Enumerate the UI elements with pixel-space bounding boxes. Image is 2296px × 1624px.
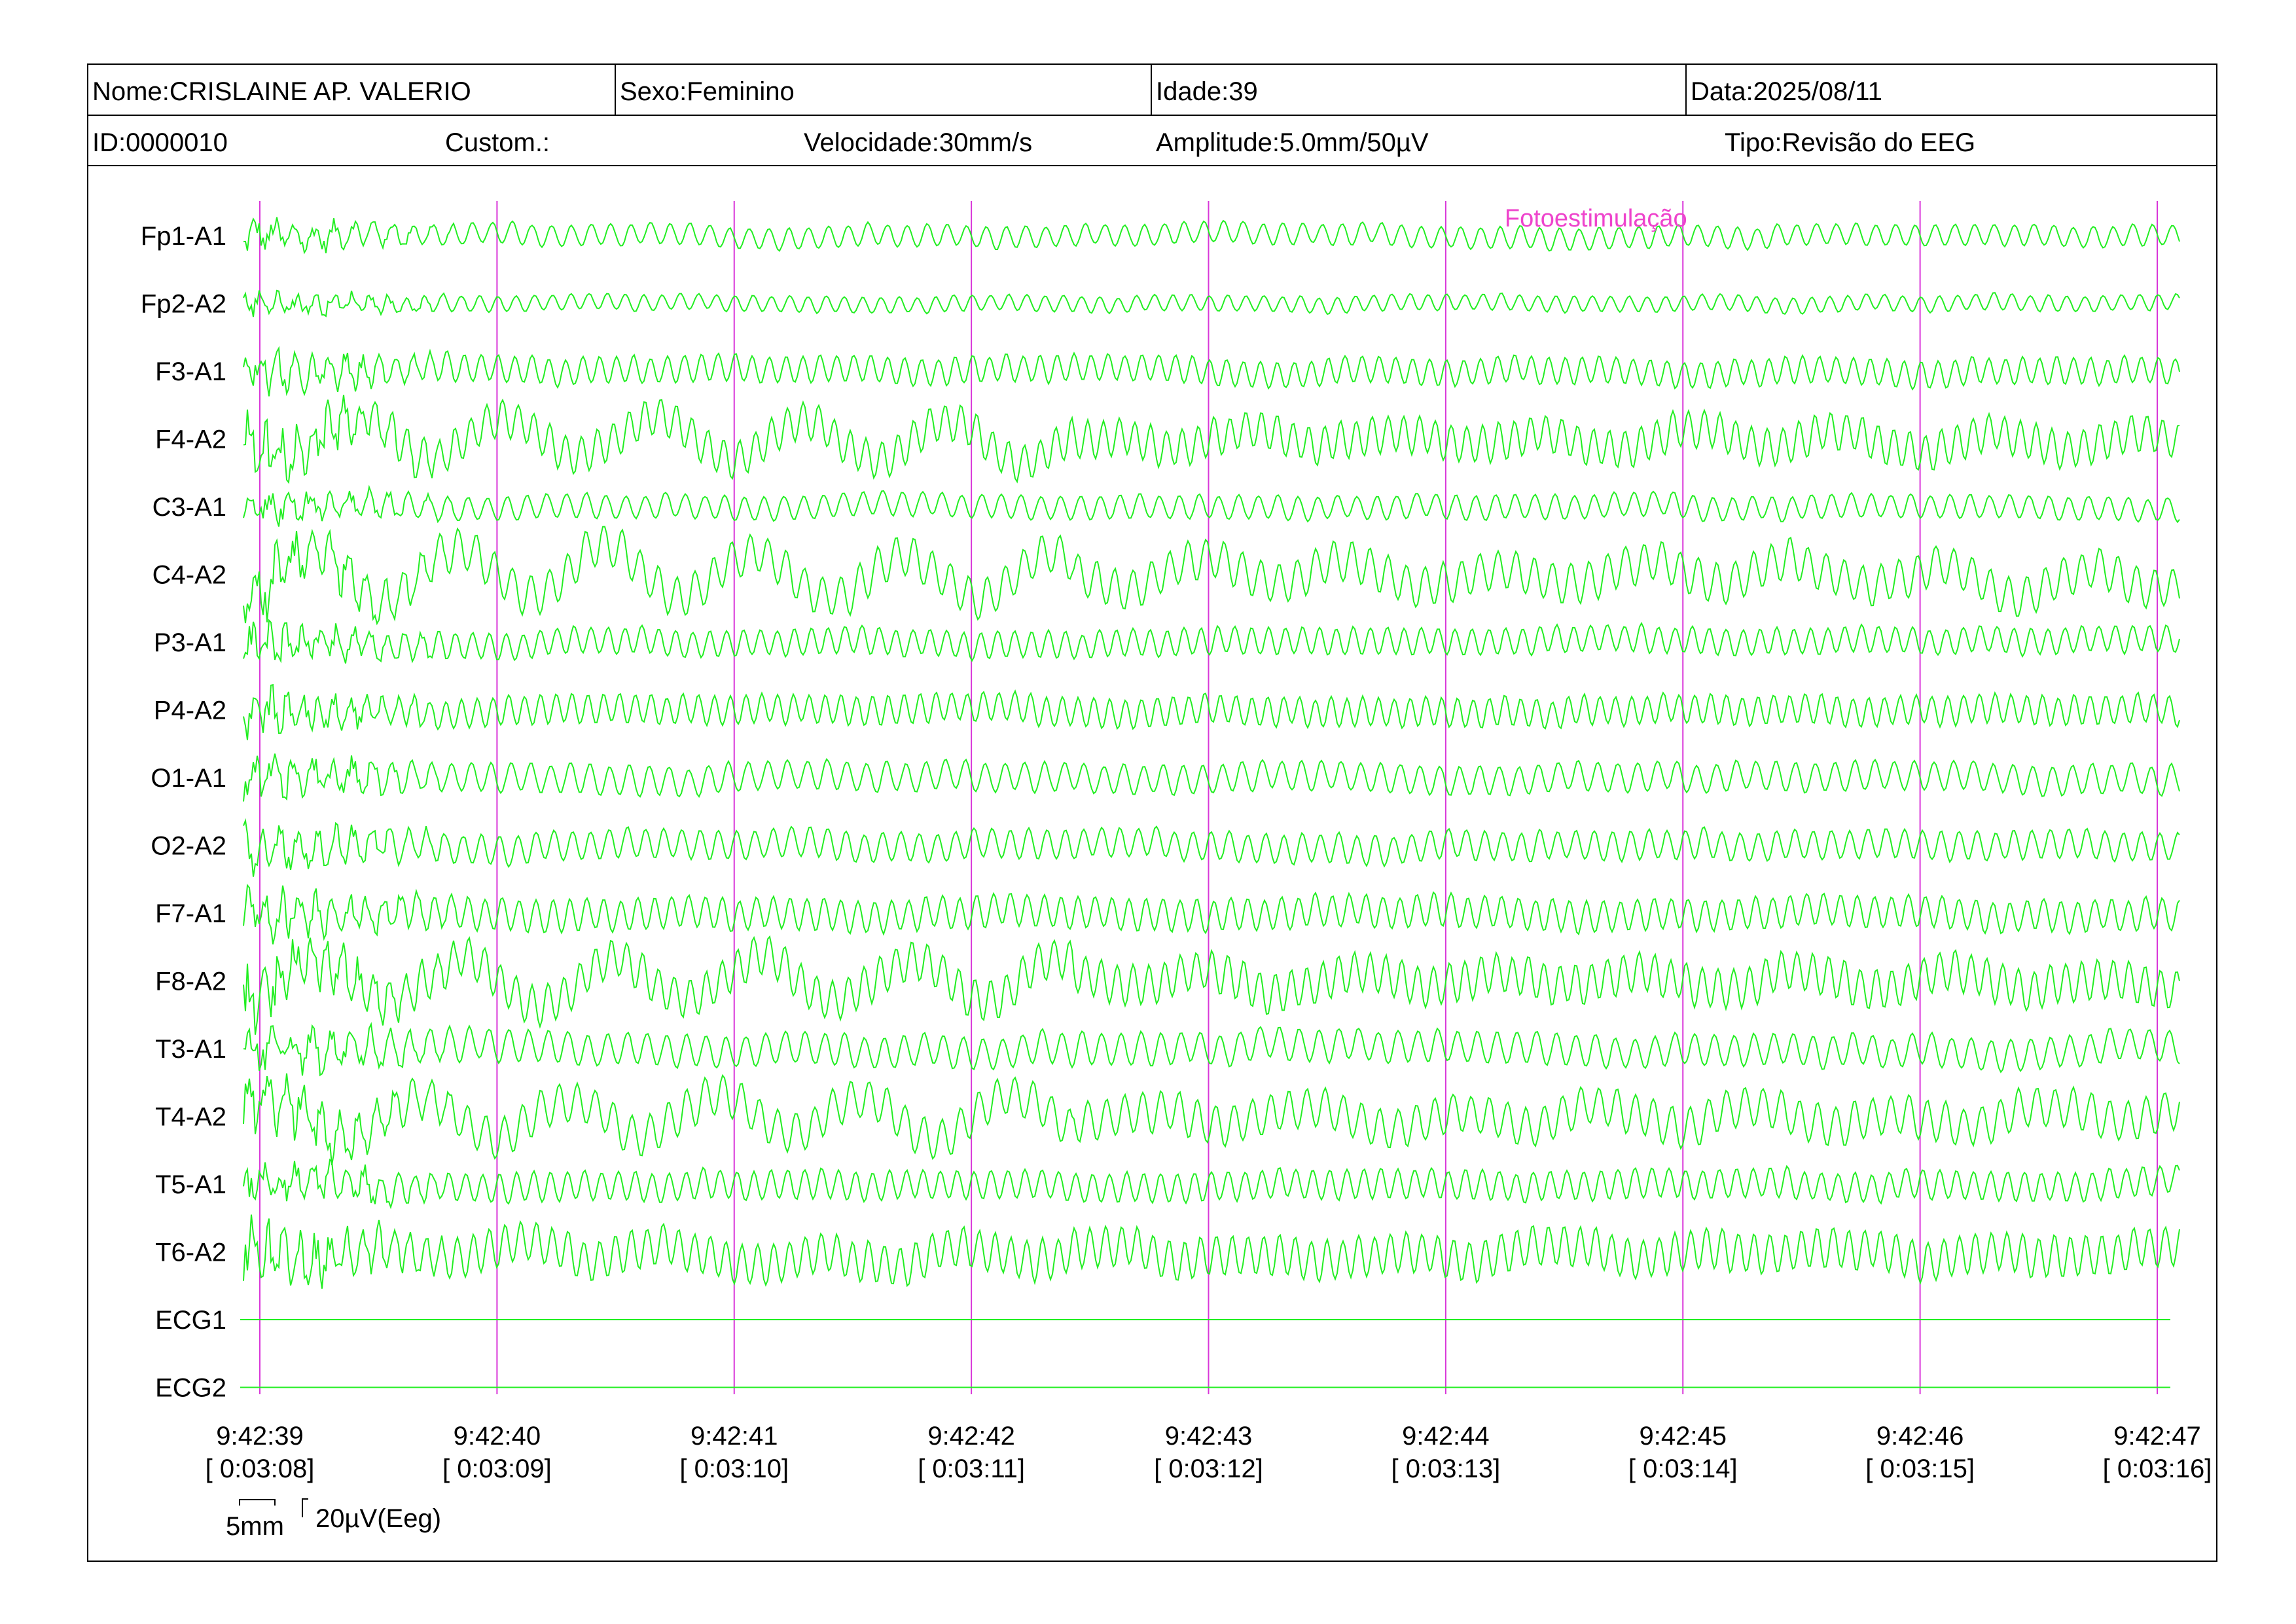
- second-markers: [259, 201, 2158, 1394]
- amplitude-setting: Amplitude:5.0mm/50µV: [1156, 128, 1429, 157]
- eeg-trace: [243, 683, 2180, 740]
- divider: [1151, 65, 1152, 115]
- channel-label: F8-A2: [155, 967, 226, 996]
- channel-label: O2-A2: [151, 832, 226, 861]
- time-tick-elapsed: [ 0:03:09]: [442, 1454, 552, 1483]
- channel-label: T4-A2: [155, 1103, 226, 1132]
- time-tick-clock: 9:42:42: [927, 1422, 1014, 1451]
- channel-label: F4-A2: [155, 425, 226, 454]
- eeg-trace: [243, 619, 2180, 664]
- eeg-trace: [243, 753, 2180, 802]
- channel-label: ECG2: [155, 1374, 226, 1403]
- exam-date: Data:2025/08/11: [1691, 77, 1882, 106]
- eeg-trace: [243, 1158, 2180, 1210]
- eeg-trace: [243, 289, 2180, 317]
- eeg-trace: [243, 818, 2180, 877]
- eeg-trace: [243, 526, 2180, 626]
- time-scale-bracket: [239, 1499, 276, 1506]
- review-type: Tipo:Revisão do EEG: [1725, 128, 1976, 157]
- patient-age: Idade:39: [1156, 77, 1258, 106]
- scale-bar: 5mm 20µV(Eeg): [226, 1498, 441, 1541]
- annotation-label: Fotoestimulação: [1505, 205, 1687, 232]
- time-tick-elapsed: [ 0:03:08]: [206, 1454, 315, 1483]
- speed-setting: Velocidade:30mm/s: [804, 128, 1033, 157]
- channel-label: C3-A1: [152, 493, 226, 522]
- channel-labels: Fp1-A1 Fp2-A2 F3-A1 F4-A2 C3-A1 C4-A2 P3-A1 P4-…: [141, 222, 226, 1403]
- channel-label: Fp1-A1: [141, 222, 226, 251]
- time-tick-clock: 9:42:43: [1165, 1422, 1252, 1451]
- time-tick-clock: 9:42:39: [216, 1422, 303, 1451]
- eeg-trace: [243, 217, 2180, 255]
- patient-sex: Sexo:Feminino: [620, 77, 795, 106]
- divider: [615, 65, 616, 115]
- channel-label: T6-A2: [155, 1238, 226, 1267]
- amp-scale-bracket: [302, 1498, 308, 1517]
- time-scale-label: 5mm: [226, 1512, 284, 1541]
- channel-label: ECG1: [155, 1306, 226, 1335]
- time-tick-elapsed: [ 0:03:13]: [1391, 1454, 1500, 1483]
- patient-name: Nome:CRISLAINE AP. VALERIO: [92, 77, 471, 106]
- time-tick-elapsed: [ 0:03:16]: [2103, 1454, 2212, 1483]
- channel-label: T5-A1: [155, 1170, 226, 1199]
- channel-label: P4-A2: [154, 696, 226, 725]
- eeg-trace: [243, 935, 2180, 1035]
- custom-field: Custom.:: [445, 128, 550, 157]
- time-tick-clock: 9:42:45: [1640, 1422, 1727, 1451]
- time-tick-clock: 9:42:46: [1876, 1422, 1964, 1451]
- eeg-trace: [243, 395, 2180, 484]
- channel-label: C4-A2: [152, 561, 226, 590]
- time-tick-elapsed: [ 0:03:14]: [1628, 1454, 1738, 1483]
- report-frame: Nome:CRISLAINE AP. VALERIO Sexo:Feminino…: [87, 63, 2217, 1562]
- time-tick-clock: 9:42:47: [2113, 1422, 2200, 1451]
- eeg-trace: [243, 884, 2180, 945]
- channel-label: F7-A1: [155, 899, 226, 928]
- time-tick-clock: 9:42:44: [1402, 1422, 1489, 1451]
- time-tick-clock: 9:42:41: [691, 1422, 778, 1451]
- eeg-trace: [243, 1073, 2180, 1166]
- time-tick-elapsed: [ 0:03:12]: [1154, 1454, 1263, 1483]
- time-tick-clock: 9:42:40: [454, 1422, 541, 1451]
- patient-id: ID:0000010: [92, 128, 228, 157]
- time-tick-elapsed: [ 0:03:10]: [679, 1454, 789, 1483]
- divider: [1685, 65, 1687, 115]
- header-row-1: Nome:CRISLAINE AP. VALERIO Sexo:Feminino…: [88, 65, 2216, 116]
- time-axis: 9:42:39 [ 0:03:08] 9:42:40 [ 0:03:09] 9:42:4…: [206, 1422, 2212, 1483]
- channel-label: O1-A1: [151, 764, 226, 793]
- annotations: Fotoestimulação: [1505, 205, 1687, 232]
- channel-label: F3-A1: [155, 357, 226, 386]
- channel-label: Fp2-A2: [141, 290, 226, 319]
- channel-label: T3-A1: [155, 1035, 226, 1064]
- time-tick-elapsed: [ 0:03:15]: [1865, 1454, 1975, 1483]
- amp-scale-label: 20µV(Eeg): [315, 1504, 441, 1533]
- eeg-traces: [240, 217, 2180, 1388]
- eeg-trace: [243, 1022, 2180, 1077]
- channel-label: P3-A1: [154, 628, 226, 657]
- eeg-trace: [243, 1214, 2180, 1289]
- header-row-2: ID:0000010 Custom.: Velocidade:30mm/s Am…: [88, 116, 2216, 166]
- eeg-trace: [243, 484, 2180, 527]
- time-tick-elapsed: [ 0:03:11]: [918, 1454, 1025, 1483]
- eeg-trace: [243, 346, 2180, 397]
